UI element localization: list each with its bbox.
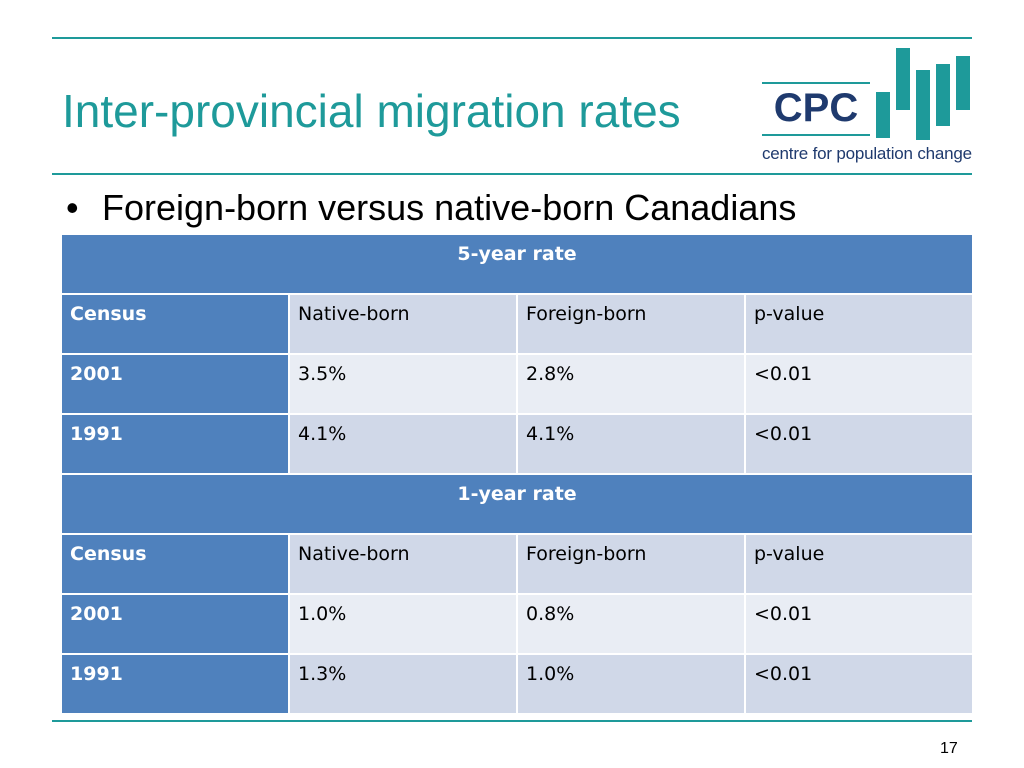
logo-acronym: CPC	[773, 86, 859, 130]
table-cell: 3.5%	[288, 353, 518, 415]
header-row: Census Native-born Foreign-born p-value	[60, 533, 975, 595]
section-row: 1-year rate	[59, 473, 975, 535]
logo-bars-icon	[876, 48, 970, 140]
table-cell: 1.0%	[516, 653, 746, 715]
census-year: 2001	[60, 353, 290, 415]
table-cell: <0.01	[743, 653, 975, 715]
table-cell: 2.8%	[516, 353, 746, 415]
table-cell: 1.3%	[288, 653, 518, 715]
column-header: Census	[60, 533, 290, 595]
census-year: 2001	[60, 593, 290, 655]
top-rule	[52, 37, 972, 39]
bullet-point: • Foreign-born versus native-born Canadia…	[66, 190, 796, 226]
table-cell: 4.1%	[516, 413, 746, 475]
logo-bar	[936, 64, 950, 126]
column-header: Native-born	[288, 533, 518, 595]
logo-frame	[762, 82, 870, 136]
bottom-rule	[52, 720, 972, 722]
bullet-text: Foreign-born versus native-born Canadian…	[102, 187, 797, 228]
table-row: 2001 1.0% 0.8% <0.01	[60, 593, 975, 655]
logo-bar	[956, 56, 970, 110]
section-row: 5-year rate	[59, 233, 975, 295]
column-header: p-value	[743, 293, 975, 355]
table-cell: <0.01	[743, 413, 975, 475]
migration-rates-table: 5-year rate Census Native-born Foreign-b…	[59, 233, 975, 715]
slide-title: Inter-provincial migration rates	[62, 85, 681, 137]
column-header: Foreign-born	[516, 533, 746, 595]
logo-bar	[896, 48, 910, 110]
logo-tagline: centre for population change	[762, 144, 972, 163]
column-header: Native-born	[288, 293, 518, 355]
logo-bar	[916, 70, 930, 140]
column-header: Census	[60, 293, 290, 355]
table-cell: 4.1%	[288, 413, 518, 475]
bullet-dot: •	[66, 187, 79, 228]
cpc-logo: CPC centre for population change	[762, 42, 972, 170]
column-header: p-value	[743, 533, 975, 595]
table-cell: 0.8%	[516, 593, 746, 655]
column-header: Foreign-born	[516, 293, 746, 355]
title-rule	[52, 173, 972, 175]
logo-bar	[876, 92, 890, 138]
table-cell: 1.0%	[288, 593, 518, 655]
section-heading: 1-year rate	[59, 473, 975, 535]
table-row: 2001 3.5% 2.8% <0.01	[60, 353, 975, 415]
table-cell: <0.01	[743, 593, 975, 655]
header-row: Census Native-born Foreign-born p-value	[60, 293, 975, 355]
page-number: 17	[940, 740, 958, 757]
table-row: 1991 4.1% 4.1% <0.01	[60, 413, 975, 475]
census-year: 1991	[60, 653, 290, 715]
census-year: 1991	[60, 413, 290, 475]
table-row: 1991 1.3% 1.0% <0.01	[60, 653, 975, 715]
table-cell: <0.01	[743, 353, 975, 415]
section-heading: 5-year rate	[59, 233, 975, 295]
